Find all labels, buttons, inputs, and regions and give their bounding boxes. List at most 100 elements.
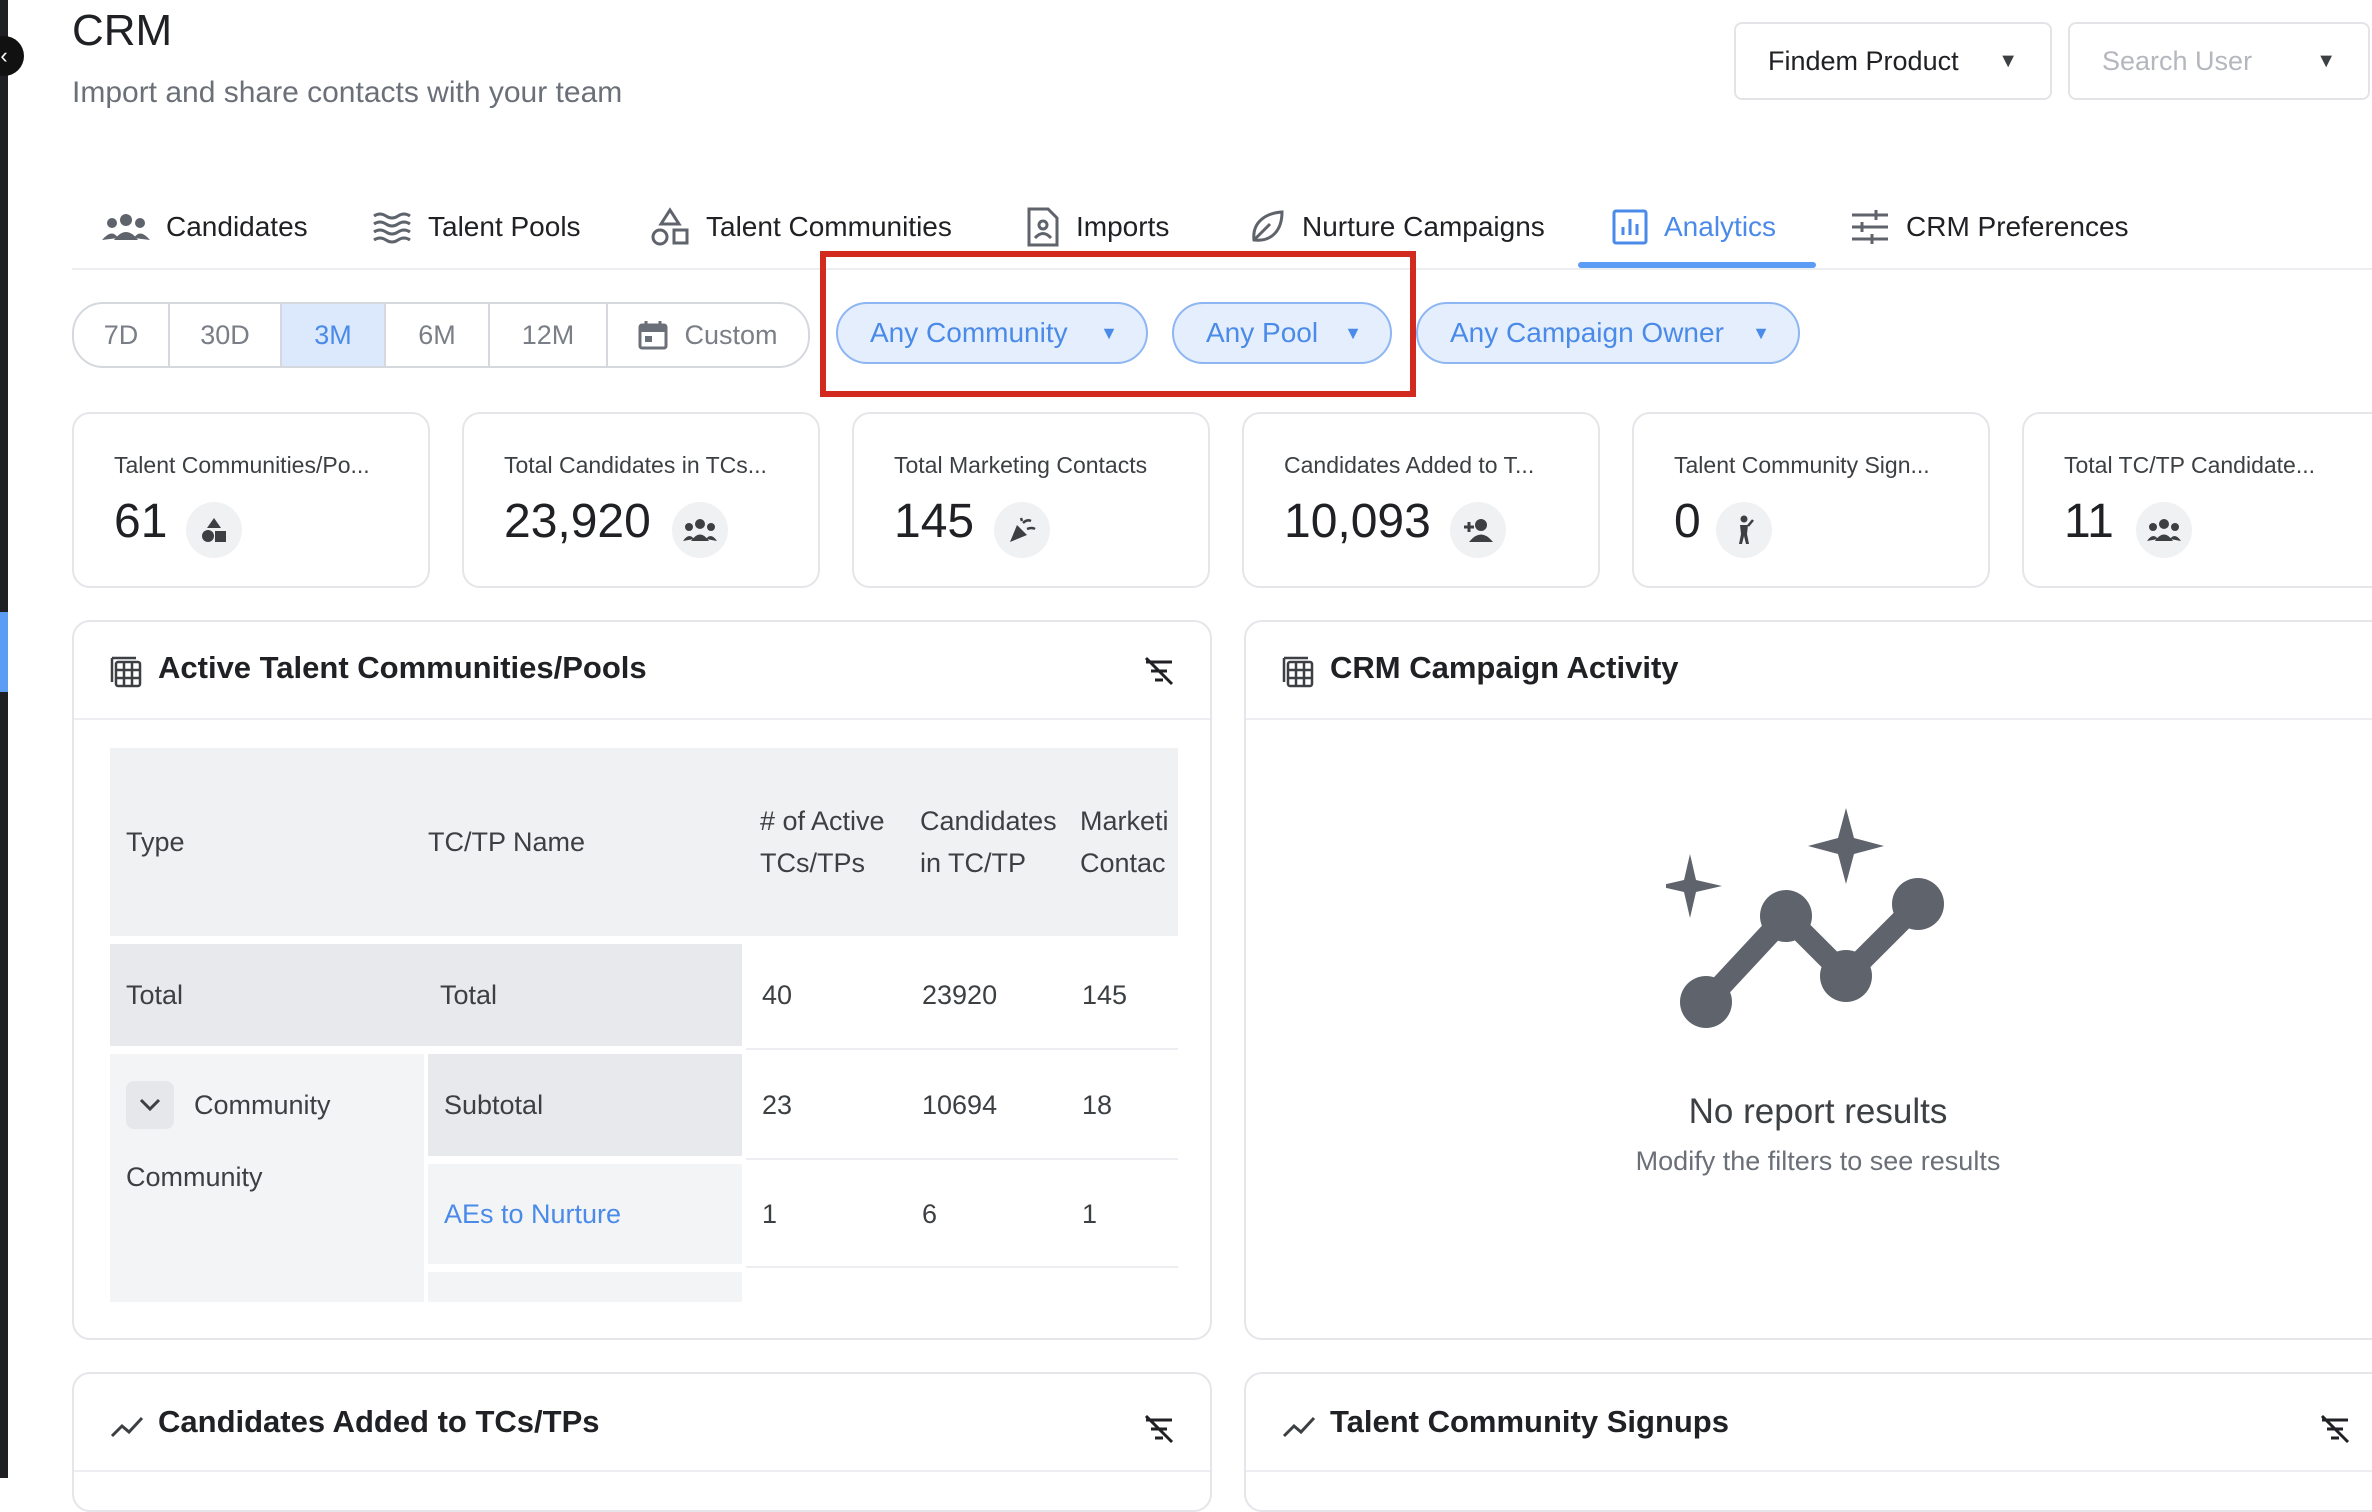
row-subtotal-name: Subtotal (428, 1054, 742, 1156)
stat-label: Total Candidates in TCs... (504, 452, 767, 478)
column-header-candidates[interactable]: Candidates in TC/TP (906, 748, 1066, 936)
document-icon (1027, 207, 1059, 247)
tab-analytics[interactable]: Analytics (1612, 186, 1776, 268)
tab-label: Nurture Campaigns (1302, 211, 1545, 242)
tab-candidates[interactable]: Candidates (102, 186, 308, 268)
row-group-community[interactable]: Community (110, 1054, 424, 1156)
panel-divider (1246, 1470, 2372, 1472)
people-icon (102, 214, 150, 240)
stat-value: 0 (1674, 495, 1701, 548)
tab-nurture-campaigns[interactable]: Nurture Campaigns (1248, 186, 1545, 268)
range-custom-label: Custom (684, 319, 778, 350)
row-divider (746, 1158, 1178, 1160)
row-total-name: Total (424, 944, 742, 1046)
panel-title: Active Talent Communities/Pools (158, 650, 647, 685)
community-filter[interactable]: Any Community ▼ (836, 302, 1148, 364)
row-candidates: 6 (922, 1198, 938, 1229)
range-12m[interactable]: 12M (490, 304, 608, 366)
panel-title: CRM Campaign Activity (1330, 650, 1679, 685)
panel-header: Active Talent Communities/Pools (74, 622, 1210, 720)
range-30d[interactable]: 30D (170, 304, 282, 366)
tab-label: Candidates (166, 211, 308, 242)
date-range-selector: 7D 30D 3M 6M 12M Custom (72, 302, 810, 368)
caret-down-icon: ▼ (2316, 50, 2336, 72)
tab-label: Talent Communities (706, 211, 952, 242)
stat-card-signups[interactable]: Talent Community Sign... 0 (1632, 412, 1990, 588)
stat-value: 23,920 (504, 495, 651, 548)
stat-card-marketing-contacts[interactable]: Total Marketing Contacts 145 (852, 412, 1210, 588)
caret-down-icon: ▼ (1998, 50, 2018, 72)
tab-talent-pools[interactable]: Talent Pools (372, 186, 581, 268)
campaign-owner-filter-label: Any Campaign Owner (1450, 317, 1724, 348)
filter-off-icon[interactable] (2318, 1414, 2352, 1444)
tab-imports[interactable]: Imports (1026, 186, 1169, 268)
stat-value: 61 (114, 495, 168, 548)
waves-icon (373, 212, 411, 244)
row-marketing: 1 (1082, 1198, 1098, 1229)
tab-talent-communities[interactable]: Talent Communities (650, 186, 952, 268)
column-header-marketing[interactable]: Marketi Contac (1066, 748, 1178, 936)
stat-card-candidates-added[interactable]: Candidates Added to T... 10,093 (1242, 412, 1600, 588)
communities-table: Type TC/TP Name # of Active TCs/TPs Cand… (110, 748, 1178, 1302)
table-icon (1282, 656, 1314, 688)
tab-crm-preferences[interactable]: CRM Preferences (1850, 186, 2129, 268)
row-total-type: Total (110, 944, 424, 1046)
row-group-label: Community (194, 1089, 331, 1120)
stat-label: Total TC/TP Candidate... (2064, 452, 2316, 478)
campaign-owner-filter[interactable]: Any Campaign Owner ▼ (1416, 302, 1800, 364)
stat-card-communities[interactable]: Talent Communities/Po... 61 (72, 412, 430, 588)
tab-bar: Candidates Talent Pools Talent Communiti… (72, 186, 2372, 270)
tab-label: Talent Pools (428, 211, 581, 242)
chevron-down-icon[interactable] (126, 1081, 174, 1129)
product-select[interactable]: Findem Product ▼ (1734, 22, 2052, 100)
range-custom[interactable]: Custom (608, 304, 808, 366)
panel-header: CRM Campaign Activity (1246, 622, 2372, 720)
column-header-name[interactable]: TC/TP Name (428, 748, 746, 936)
row-total-active: 40 (762, 979, 793, 1010)
stat-label: Candidates Added to T... (1284, 452, 1535, 478)
shapes-icon (186, 502, 242, 558)
empty-state-title: No report results (1688, 1092, 1948, 1131)
leaf-icon (1252, 210, 1284, 242)
tab-label: CRM Preferences (1906, 211, 2129, 242)
search-user-placeholder: Search User (2102, 46, 2253, 76)
stat-value: 10,093 (1284, 495, 1431, 548)
column-header-type[interactable]: Type (110, 748, 428, 936)
row-name-next (428, 1272, 742, 1302)
stat-label: Talent Community Sign... (1674, 452, 1930, 478)
caret-down-icon: ▼ (1344, 323, 1362, 343)
row-type: Community (110, 1156, 424, 1302)
bar-chart-icon (1612, 209, 1648, 245)
party-popper-icon (994, 502, 1050, 558)
community-link[interactable]: AEs to Nurture (444, 1198, 622, 1229)
trending-up-icon (1282, 1416, 1316, 1438)
stat-label: Total Marketing Contacts (894, 452, 1148, 478)
search-user-select[interactable]: Search User ▼ (2068, 22, 2370, 100)
column-header-active[interactable]: # of Active TCs/TPs (746, 748, 906, 936)
table-icon (110, 656, 142, 688)
active-tab-indicator (1578, 262, 1816, 268)
stat-value: 11 (2064, 495, 2114, 548)
person-add-icon (1450, 502, 1506, 558)
people-icon (672, 502, 728, 558)
highlight-box (820, 251, 1416, 397)
range-6m[interactable]: 6M (386, 304, 490, 366)
tab-label: Imports (1076, 211, 1170, 242)
caret-down-icon: ▼ (1752, 323, 1770, 343)
stat-card-total-candidates[interactable]: Total Candidates in TCs... 23,920 (462, 412, 820, 588)
filter-off-icon[interactable] (1142, 656, 1176, 686)
range-7d[interactable]: 7D (74, 304, 170, 366)
active-communities-panel: Active Talent Communities/Pools Type TC/… (72, 620, 1212, 1340)
panel-title: Candidates Added to TCs/TPs (158, 1404, 600, 1439)
row-active: 1 (762, 1198, 778, 1229)
calendar-icon (638, 321, 668, 350)
row-name-link[interactable]: AEs to Nurture (428, 1164, 742, 1264)
left-edge-accent (0, 612, 8, 692)
left-edge-strip (0, 0, 8, 1478)
tab-label: Analytics (1664, 211, 1777, 242)
pool-filter[interactable]: Any Pool ▼ (1172, 302, 1392, 364)
filter-off-icon[interactable] (1142, 1414, 1176, 1444)
back-chevron-icon[interactable]: ‹ (0, 36, 24, 76)
range-3m[interactable]: 3M (282, 304, 386, 366)
stat-card-tc-tp-candidates[interactable]: Total TC/TP Candidate... 11 (2022, 412, 2372, 588)
